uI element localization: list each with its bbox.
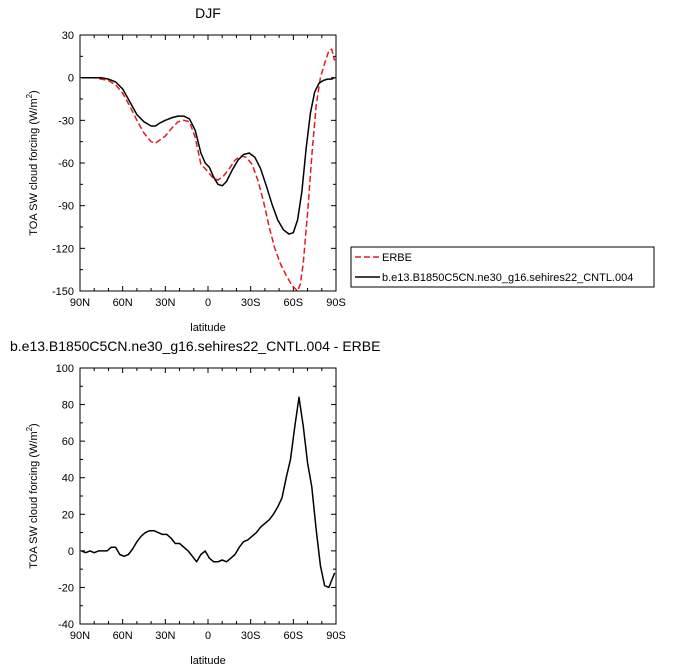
- y-tick-label: 80: [62, 400, 74, 412]
- legend: ERBE b.e13.B1850C5CN.ne30_g16.sehires22_…: [350, 246, 655, 288]
- y-tick-label: 60: [62, 436, 74, 448]
- x-axis-title: latitude: [190, 322, 225, 334]
- x-tick-label: 90N: [70, 297, 90, 309]
- y-tick-label: -60: [58, 158, 74, 170]
- x-tick-label: 60N: [113, 297, 133, 309]
- y-tick-label: -40: [58, 619, 74, 631]
- y-tick-label: -90: [58, 201, 74, 213]
- chart-title: DJF: [195, 5, 221, 21]
- y-tick-label: 0: [68, 73, 74, 85]
- x-tick-label: 0: [205, 630, 211, 642]
- chart-title: b.e13.B1850C5CN.ne30_g16.sehires22_CNTL.…: [10, 338, 380, 354]
- legend-box: [350, 246, 655, 288]
- series-line-difference: [81, 396, 336, 589]
- y-tick-label: 0: [68, 546, 74, 558]
- legend-label-model: b.e13.B1850C5CN.ne30_g16.sehires22_CNTL.…: [382, 272, 633, 284]
- difference-chart: b.e13.B1850C5CN.ne30_g16.sehires22_CNTL.…: [10, 338, 380, 667]
- legend-label-erbe: ERBE: [382, 252, 412, 264]
- x-tick-label: 0: [205, 297, 211, 309]
- x-tick-label: 60S: [284, 630, 304, 642]
- plot-frame: [79, 34, 337, 292]
- y-tick-label: 30: [62, 30, 74, 42]
- x-tick-label: 90S: [326, 630, 346, 642]
- x-tick-label: 30N: [155, 297, 175, 309]
- y-axis-title: TOA SW cloud forcing (W/m2): [25, 90, 40, 235]
- x-tick-label: 90S: [326, 297, 346, 309]
- y-tick-label: 40: [62, 473, 74, 485]
- series-line-model: [81, 76, 335, 235]
- x-tick-label: 60N: [113, 630, 133, 642]
- djf-chart: DJF TOA SW cloud forcing (W/m2) latitude…: [25, 5, 346, 334]
- series-line-erbe: [81, 48, 336, 292]
- x-tick-label: 30N: [155, 630, 175, 642]
- x-axis-title: latitude: [190, 655, 225, 667]
- y-tick-label: 20: [62, 509, 74, 521]
- y-tick-label: -30: [58, 115, 74, 127]
- y-tick-label: 100: [56, 363, 74, 375]
- x-tick-label: 60S: [284, 297, 304, 309]
- x-tick-label: 90N: [70, 630, 90, 642]
- x-tick-label: 30S: [241, 297, 261, 309]
- y-tick-label: -120: [52, 243, 74, 255]
- y-tick-label: -150: [52, 286, 74, 298]
- y-axis-title: TOA SW cloud forcing (W/m2): [25, 423, 40, 568]
- x-tick-label: 30S: [241, 630, 261, 642]
- y-tick-label: -20: [58, 582, 74, 594]
